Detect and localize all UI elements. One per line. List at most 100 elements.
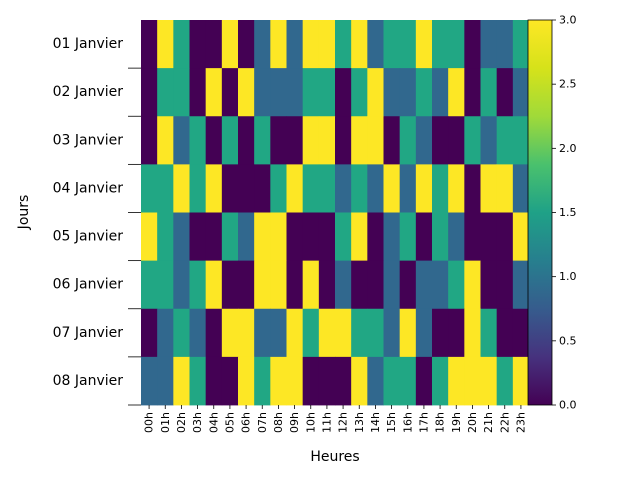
heatmap-cell [496,116,514,165]
y-tick-label: 02 Janvier [53,84,124,100]
heatmap-cell [399,212,417,262]
heatmap-cell [399,308,417,358]
x-tick-label: 18h [434,412,447,433]
heatmap-cell [351,68,368,117]
heatmap-cell [302,20,320,69]
heatmap-cell [432,212,449,262]
heatmap-cell [432,20,449,69]
heatmap-cell [238,308,255,358]
heatmap-cell [432,356,449,406]
heatmap-cell [157,308,174,358]
heatmap-cell [318,68,336,117]
heatmap-cell [302,164,320,213]
x-tick-label: 13h [353,412,366,433]
y-axis-ticks: 01 Janvier 02 Janvier 03 Janvier 04 Janvier… [53,36,141,406]
heatmap-cell [432,308,449,358]
heatmap-cell [432,116,449,165]
heatmap-cell [480,212,498,262]
x-tick-label: 05h [223,412,236,433]
heatmap-cell [254,308,271,358]
heatmap-cell [464,164,481,213]
heatmap-cell [141,116,158,165]
heatmap-cell [286,68,304,117]
heatmap-cell [141,20,158,69]
heatmap-cell [512,212,530,262]
heatmap-cell [205,308,223,358]
colorbar-tick-label: 0.0 [559,399,577,412]
heatmap-cell [415,116,433,165]
heatmap-cell [351,116,368,165]
heatmap-cell [189,356,207,406]
heatmap-cell [496,260,514,310]
heatmap-cell [415,308,433,358]
heatmap-cell [189,260,207,310]
heatmap-cell [415,212,433,262]
heatmap-cell [221,356,239,406]
heatmap-cell [351,164,368,213]
heatmap-cell [512,164,530,213]
heatmap-cell [351,308,368,358]
x-tick-label: 08h [272,412,285,433]
heatmap-cell [399,260,417,310]
heatmap-cell [448,356,465,406]
heatmap-cell [286,308,304,358]
x-axis-label: Heures [310,449,359,465]
heatmap-cell [367,20,384,69]
heatmap-cell [302,260,320,310]
heatmap-cell [270,356,287,406]
heatmap-cell [254,260,271,310]
heatmap-cell [302,212,320,262]
heatmap-cell [480,308,498,358]
heatmap-cell [432,164,449,213]
heatmap-cell [335,308,352,358]
heatmap-cell [254,68,271,117]
heatmap-cell [318,308,336,358]
x-tick-label: 22h [498,412,511,433]
heatmap-cell [383,308,401,358]
y-tick-label: 05 Janvier [53,229,124,245]
heatmap-cell [318,356,336,406]
x-tick-label: 06h [240,412,253,433]
heatmap-cell [238,260,255,310]
heatmap-cell [383,20,401,69]
heatmap-cell [480,20,498,69]
heatmap-cell [335,164,352,213]
heatmap-cell [141,212,158,262]
heatmap-cell [480,68,498,117]
heatmap-cell [496,164,514,213]
heatmap-cell [367,308,384,358]
heatmap-cell [496,356,514,406]
heatmap-cell [399,116,417,165]
colorbar-tick-label: 2.5 [559,78,577,91]
heatmap-cell [367,356,384,406]
heatmap-cell [173,68,190,117]
heatmap-cell [480,356,498,406]
heatmap-cell [205,356,223,406]
heatmap-cell [432,260,449,310]
heatmap-cell [286,212,304,262]
heatmap-cell [205,68,223,117]
heatmap-cell [351,20,368,69]
heatmap-cell [367,212,384,262]
heatmap-cell [141,68,158,117]
heatmap-cell [399,356,417,406]
heatmap-cell [270,308,287,358]
heatmap-cell [480,260,498,310]
heatmap-cell [238,356,255,406]
heatmap-cell [448,20,465,69]
heatmap-cell [367,164,384,213]
colorbar-tick-label: 0.5 [559,334,577,347]
heatmap-cell [464,356,481,406]
x-axis-ticks: 00h 01h 02h 03h 04h 05h 06h 07h 08h 09h 10h 11h 12h 1… [143,405,527,433]
heatmap-cell [512,116,530,165]
heatmap-cell [270,212,287,262]
heatmap-cell [221,260,239,310]
heatmap-cell [496,68,514,117]
heatmap-cell [448,212,465,262]
heatmap-cell [157,260,174,310]
heatmap-cell [286,260,304,310]
y-tick-label: 03 Janvier [53,132,124,148]
x-tick-label: 21h [482,412,495,433]
heatmap-cell [448,116,465,165]
